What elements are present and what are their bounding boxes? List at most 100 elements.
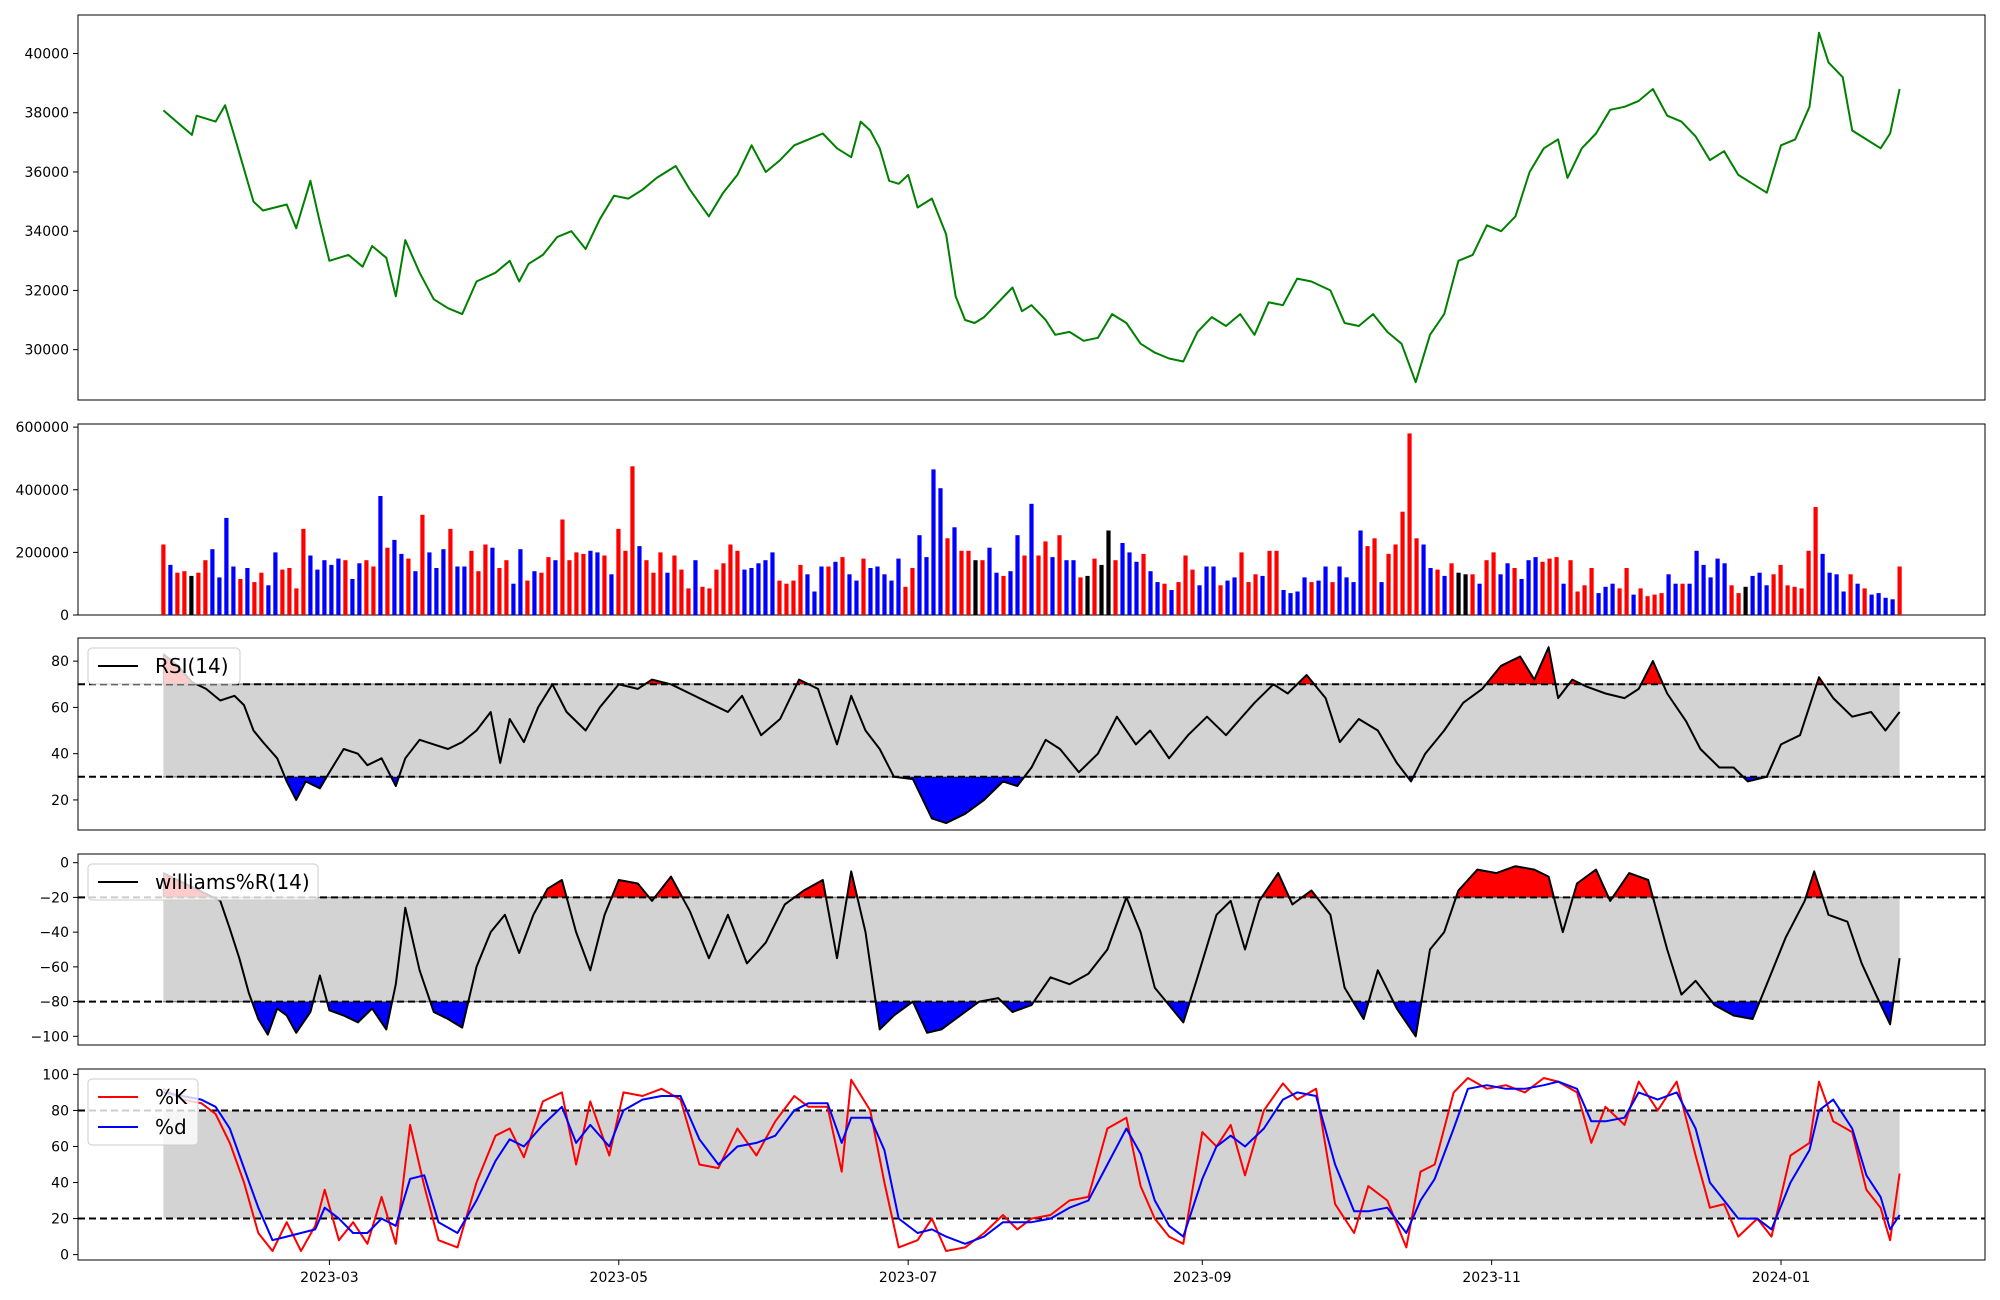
volume-bar <box>1393 544 1398 615</box>
volume-bar <box>553 560 558 615</box>
volume-bar <box>1729 585 1734 615</box>
y-tick-label: 20 <box>51 793 69 809</box>
volume-bar <box>287 568 292 615</box>
volume-bar <box>1680 583 1685 615</box>
volume-bar <box>742 569 747 615</box>
volume-bar <box>518 549 523 615</box>
volume-bar <box>1078 577 1083 615</box>
volume-bar <box>1813 507 1818 615</box>
volume-bar <box>476 571 481 615</box>
volume-bar <box>1743 586 1748 615</box>
volume-bar <box>840 557 845 615</box>
volume-bar <box>903 586 908 615</box>
y-tick-label: −40 <box>39 925 69 941</box>
volume-bar <box>1596 593 1601 615</box>
rsi-line <box>162 646 1901 825</box>
volume-bar <box>1484 560 1489 615</box>
volume-bar <box>525 580 530 615</box>
volume-bar <box>714 569 719 615</box>
volume-bar <box>861 558 866 615</box>
volume-bar <box>1330 582 1335 615</box>
volume-bar <box>1848 574 1853 615</box>
volume-bar <box>630 466 635 615</box>
volume-bar <box>1463 574 1468 615</box>
volume-bar <box>161 544 166 615</box>
volume-bar <box>448 528 453 615</box>
volume-bar <box>329 564 334 615</box>
x-tick-label: 2023-03 <box>300 1270 359 1286</box>
volume-bar <box>175 572 180 615</box>
volume-bar <box>1862 588 1867 615</box>
volume-bar <box>980 560 985 615</box>
legend-label: williams%R(14) <box>155 870 310 894</box>
volume-bar <box>483 544 488 615</box>
volume-bar <box>182 571 187 615</box>
volume-bar <box>1834 574 1839 615</box>
volume-bar <box>1638 588 1643 615</box>
volume-bar <box>1750 575 1755 615</box>
volume-bar <box>378 496 383 615</box>
volume-bar <box>315 569 320 615</box>
volume-bar <box>1575 591 1580 615</box>
volume-bar <box>1792 586 1797 615</box>
volume-bar <box>679 569 684 615</box>
volume-bar <box>1603 586 1608 615</box>
y-tick-label: 20 <box>51 1212 69 1228</box>
volume-bar <box>441 549 446 615</box>
volume-bar <box>1337 566 1342 615</box>
volume-bar <box>224 517 229 615</box>
volume-bar <box>301 528 306 615</box>
volume-bar <box>1442 575 1447 615</box>
volume-bar <box>791 580 796 615</box>
volume-bar <box>1659 593 1664 615</box>
y-tick-label: 38000 <box>24 106 69 122</box>
volume-bar <box>1610 583 1615 615</box>
volume-bar <box>532 571 537 615</box>
volume-bar <box>777 580 782 615</box>
volume-bar <box>322 560 327 615</box>
volume-bar <box>1715 558 1720 615</box>
volume-bar <box>1449 563 1454 615</box>
volume-bar <box>644 560 649 615</box>
volume-bar <box>1022 555 1027 615</box>
volume-bar <box>805 574 810 615</box>
volume-bar <box>1246 582 1251 615</box>
volume-bar <box>196 572 201 615</box>
x-tick-label: 2023-09 <box>1173 1270 1232 1286</box>
volume-bar <box>273 552 278 615</box>
volume-bar <box>434 568 439 615</box>
volume-bar <box>1386 553 1391 615</box>
williams-r-line <box>162 865 1901 1038</box>
volume-bar <box>1358 530 1363 615</box>
legend-box <box>87 1078 199 1146</box>
volume-bar <box>1526 560 1531 615</box>
x-tick-label: 2023-07 <box>879 1270 938 1286</box>
volume-bar <box>406 558 411 615</box>
volume-bar <box>1582 585 1587 615</box>
volume-bar <box>1505 563 1510 615</box>
volume-bar <box>1421 544 1426 615</box>
volume-bar <box>1372 538 1377 615</box>
volume-bar <box>1134 561 1139 615</box>
volume-bar <box>1071 560 1076 615</box>
volume-bar <box>504 560 509 615</box>
volume-bar <box>1561 583 1566 615</box>
volume-bar <box>1645 596 1650 615</box>
volume-bar <box>1043 541 1048 615</box>
volume-bar <box>1687 583 1692 615</box>
y-tick-label: 32000 <box>24 283 69 299</box>
volume-bar <box>1428 568 1433 615</box>
volume-bar <box>1498 574 1503 615</box>
y-tick-label: −80 <box>39 995 69 1011</box>
volume-bar <box>497 568 502 615</box>
volume-bar <box>1764 585 1769 615</box>
y-tick-label: −100 <box>31 1029 69 1045</box>
volume-bar <box>826 566 831 615</box>
volume-bar <box>581 553 586 615</box>
volume-bar <box>1617 588 1622 615</box>
y-tick-label: 40000 <box>24 47 69 63</box>
volume-bar <box>1883 597 1888 615</box>
x-tick-label: 2023-11 <box>1462 1270 1521 1286</box>
